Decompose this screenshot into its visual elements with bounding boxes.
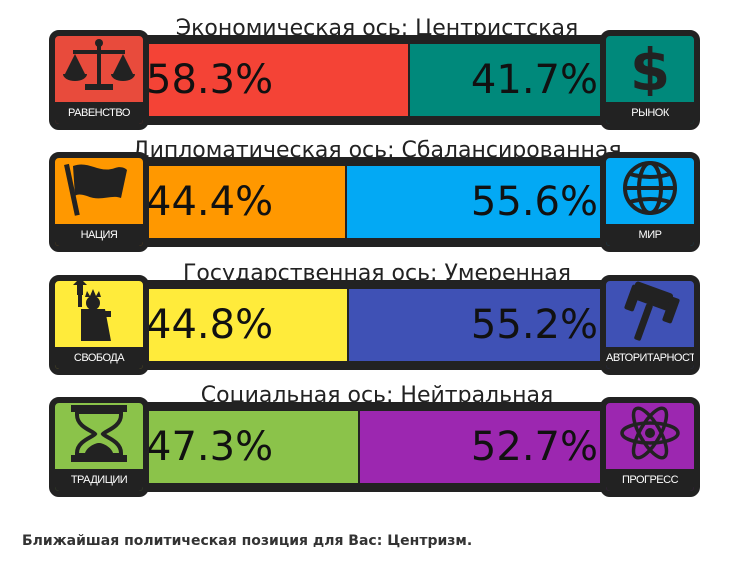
icon-label-right: РЫНОК: [606, 102, 694, 124]
bar-segment-left: [145, 44, 410, 116]
value-label-left: 44.8%: [146, 302, 274, 348]
icon-box-right: АВТОРИТАРНОСТЬ: [600, 275, 700, 375]
bar-segment-right: [347, 166, 600, 238]
axis-bar: 44.8% 55.2% СВОБОДА АВТОРИТАРНОСТЬ: [49, 275, 700, 375]
hourglass-icon: [55, 403, 143, 463]
icon-label-right: МИР: [606, 224, 694, 246]
icon-box-left: НАЦИЯ: [49, 152, 149, 252]
icon-box-left: РАВЕНСТВО: [49, 30, 149, 130]
bar-segment-right: [360, 411, 600, 483]
flag-icon: [55, 158, 143, 218]
svg-text:$: $: [630, 36, 670, 96]
value-label-right: 55.6%: [470, 179, 598, 225]
value-label-right: 52.7%: [470, 424, 598, 470]
dollar-icon: $: [606, 36, 694, 104]
value-label-left: 58.3%: [146, 57, 274, 103]
icon-box-right: $ РЫНОК: [600, 30, 700, 130]
bar-segment-right: [349, 289, 600, 361]
icon-label-right: ПРОГРЕСС: [606, 469, 694, 491]
icon-box-right: ПРОГРЕСС: [600, 397, 700, 497]
scales-icon: [55, 36, 143, 96]
icon-label-left: ТРАДИЦИИ: [55, 469, 143, 491]
atom-icon: [606, 403, 694, 463]
icon-label-left: РАВЕНСТВО: [55, 102, 143, 124]
bar-segment-right: [410, 44, 600, 116]
icon-label-right: АВТОРИТАРНОСТЬ: [606, 347, 694, 369]
closest-match-text: Ближайшая политическая позиция для Вас: …: [22, 533, 473, 549]
axis-bar: 47.3% 52.7% ТРАДИЦИИ ПРОГРЕСС: [49, 397, 700, 497]
bar-segment-left: [145, 289, 349, 361]
globe-icon: [606, 158, 694, 218]
icon-box-right: МИР: [600, 152, 700, 252]
statue-of-liberty-icon: [55, 281, 143, 341]
bar-segment-left: [145, 166, 347, 238]
icon-label-left: НАЦИЯ: [55, 224, 143, 246]
bar-segment-left: [145, 411, 360, 483]
icon-label-left: СВОБОДА: [55, 347, 143, 369]
value-label-left: 47.3%: [146, 424, 274, 470]
value-label-left: 44.4%: [146, 179, 274, 225]
value-label-right: 55.2%: [470, 302, 598, 348]
icon-box-left: ТРАДИЦИИ: [49, 397, 149, 497]
axis-bar: 58.3% 41.7% РАВЕНСТВО $ РЫНОК: [49, 30, 700, 130]
axis-bar: 44.4% 55.6% НАЦИЯ МИР: [49, 152, 700, 252]
gavel-icon: [606, 281, 694, 341]
value-label-right: 41.7%: [470, 57, 598, 103]
icon-box-left: СВОБОДА: [49, 275, 149, 375]
